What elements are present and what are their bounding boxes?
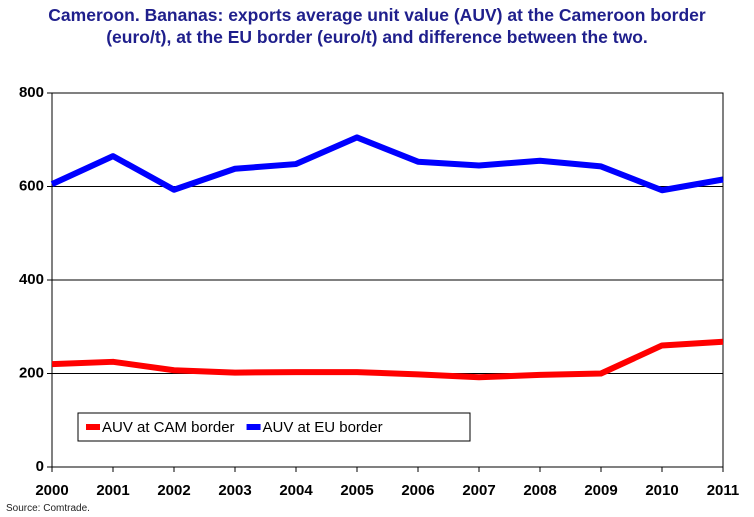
legend: AUV at CAM border AUV at EU border: [77, 412, 471, 442]
line-series: [51, 338, 724, 381]
x-tick-label: 2008: [523, 482, 556, 499]
y-tick-label: 200: [19, 364, 44, 381]
line-series: [50, 134, 724, 194]
x-tick-label: 2002: [157, 482, 190, 499]
y-tick-label: 800: [19, 84, 44, 101]
x-tick-label: 2010: [645, 482, 678, 499]
x-tick-label: 2009: [584, 482, 617, 499]
legend-box: [77, 412, 471, 442]
y-tick-label: 600: [19, 177, 44, 194]
x-tick-label: 2007: [462, 482, 495, 499]
x-tick-label: 2011: [707, 482, 740, 499]
x-tick-label: 2000: [35, 482, 68, 499]
x-tick-label: 2004: [279, 482, 313, 499]
legend-label: AUV at CAM border: [102, 419, 235, 436]
x-tick-label: 2006: [401, 482, 434, 499]
x-tick-label: 2001: [96, 482, 129, 499]
x-tick-label: 2005: [340, 482, 373, 499]
y-tick-label: 400: [19, 271, 44, 288]
legend-label: AUV at EU border: [263, 419, 383, 436]
y-tick-label: 0: [36, 458, 44, 475]
chart-title: Cameroon. Bananas: exports average unit …: [48, 5, 706, 47]
x-tick-label: 2003: [218, 482, 251, 499]
source-note: Source: Comtrade.: [6, 503, 90, 514]
